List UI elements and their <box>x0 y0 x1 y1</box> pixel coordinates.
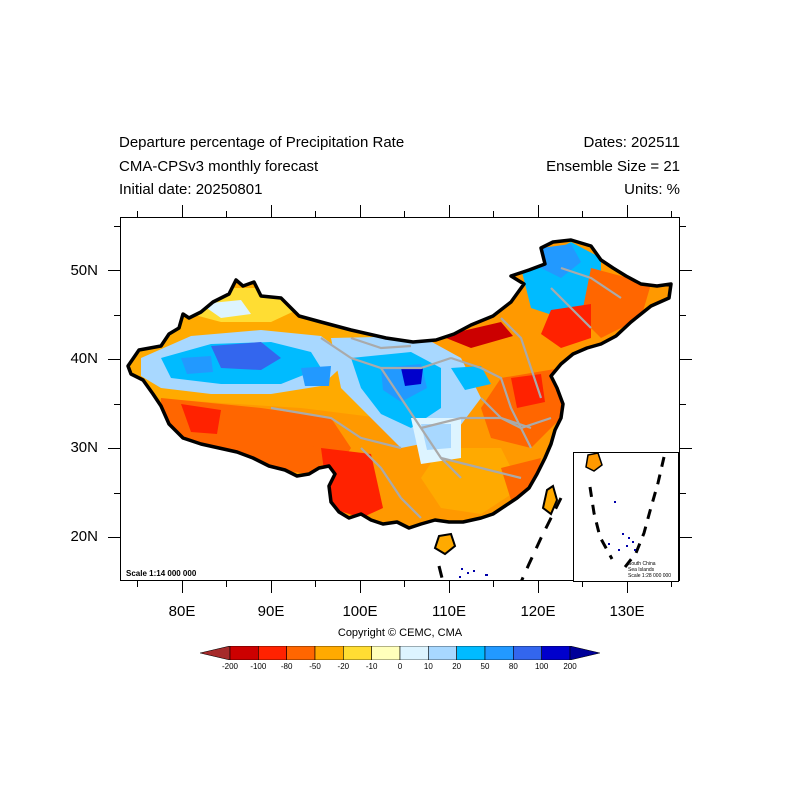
lon-label-110e: 110E <box>432 603 466 620</box>
china-outline <box>126 238 673 530</box>
map-title: Departure percentage of Precipitation Ra… <box>119 134 405 151</box>
province-borders <box>270 266 622 519</box>
colorbar-label: 0 <box>397 662 403 671</box>
units-label: Units: % <box>624 181 680 198</box>
model-subtitle: CMA-CPSv3 monthly forecast <box>119 158 319 175</box>
inset-caption-line1: South China <box>628 561 656 567</box>
colorbar-swatch-0 <box>200 646 231 660</box>
inset-caption-line3: Scale 1:28 000 000 <box>628 573 672 579</box>
inset-caption-line2: Sea Islands <box>628 567 655 573</box>
inset-caption: South China Sea Islands Scale 1:28 000 0… <box>628 561 671 579</box>
colorbar-label: -20 <box>337 662 350 671</box>
lon-label-130e: 130E <box>609 603 645 620</box>
colorbar-swatch-2 <box>258 646 287 660</box>
map-frame <box>120 217 680 581</box>
lon-label-120e: 120E <box>520 603 556 620</box>
colorbar-swatch-8 <box>428 646 457 660</box>
colorbar-swatch-5 <box>343 646 372 660</box>
copyright-notice: Copyright © CEMC, CMA <box>337 627 463 639</box>
inset-map <box>585 453 666 572</box>
ensemble-size: Ensemble Size = 21 <box>546 158 680 175</box>
colorbar-label: 50 <box>480 662 490 671</box>
colorbar-label: -100 <box>250 662 267 671</box>
colorbar <box>200 646 600 660</box>
colorbar-swatch-4 <box>314 646 344 660</box>
colorbar-label: -10 <box>365 662 378 671</box>
colorbar-label: 20 <box>452 662 462 671</box>
lat-label-50n: 50N <box>70 262 98 279</box>
colorbar-swatch-7 <box>399 646 429 660</box>
precipitation-map <box>126 238 673 580</box>
colorbar-swatch-11 <box>513 646 542 660</box>
initial-date: Initial date: 20250801 <box>119 181 263 198</box>
lat-label-30n: 30N <box>70 439 98 456</box>
nine-dash-line <box>437 497 563 580</box>
south-china-sea-inset: South China Sea Islands Scale 1:28 000 0… <box>573 452 679 582</box>
lon-label-100e: 100E <box>342 603 378 620</box>
colorbar-label: 80 <box>508 662 518 671</box>
map-scale: Scale 1:14 000 000 <box>126 569 197 578</box>
colorbar-label: -80 <box>280 662 293 671</box>
forecast-dates: Dates: 202511 <box>583 134 680 151</box>
lat-label-20n: 20N <box>70 528 98 545</box>
colorbar-swatch-3 <box>286 646 316 660</box>
colorbar-swatch-10 <box>484 646 514 660</box>
colorbar-swatch-1 <box>229 646 259 660</box>
lon-label-80e: 80E <box>168 603 196 620</box>
small-islands <box>459 568 488 578</box>
lat-label-40n: 40N <box>70 350 98 367</box>
colorbar-swatch-9 <box>456 646 486 660</box>
colorbar-label: 200 <box>563 662 577 671</box>
colorbar-label: 10 <box>423 662 433 671</box>
colorbar-label: -50 <box>309 662 321 671</box>
lon-label-90e: 90E <box>257 603 285 620</box>
colorbar-label: 100 <box>534 662 549 671</box>
colorbar-swatch-12 <box>541 646 571 660</box>
colorbar-label: -200 <box>221 662 238 671</box>
colorbar-swatch-6 <box>371 646 401 660</box>
colorbar-swatch-13 <box>569 646 600 660</box>
